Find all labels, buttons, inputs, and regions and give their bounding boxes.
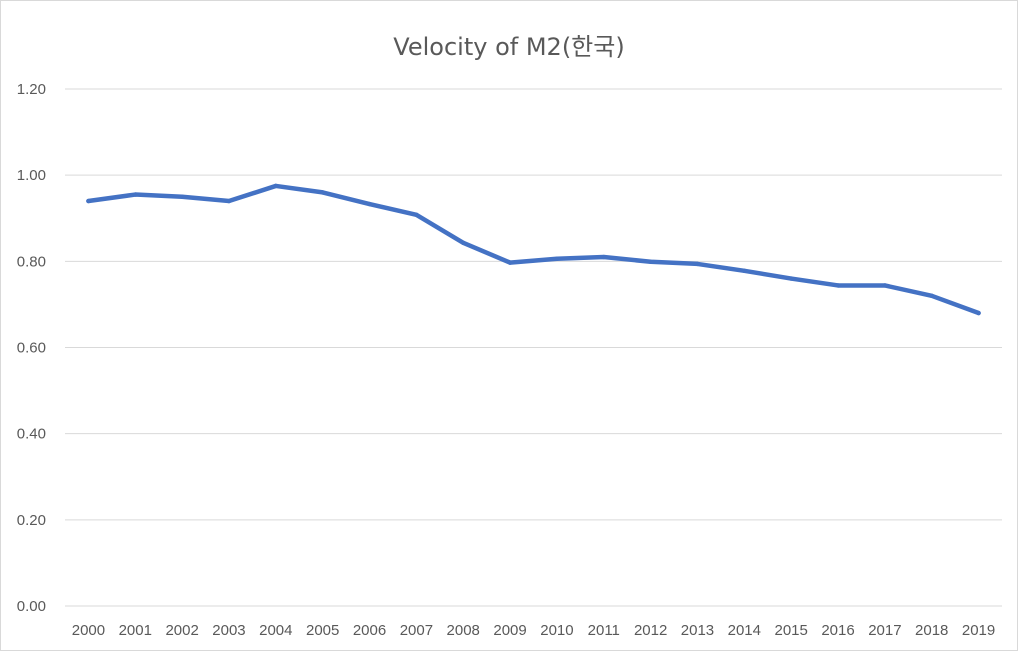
data-point <box>601 254 606 260</box>
data-point <box>976 310 981 316</box>
x-tick-label: 2013 <box>681 622 714 639</box>
y-tick-label: 0.60 <box>17 340 46 357</box>
data-point <box>86 198 91 204</box>
x-tick-label: 2014 <box>728 622 761 639</box>
x-tick-label: 2016 <box>821 622 854 639</box>
x-tick-label: 2007 <box>400 622 433 639</box>
y-tick-label: 0.20 <box>17 512 46 529</box>
data-point <box>742 268 747 274</box>
y-tick-label: 1.20 <box>17 81 46 98</box>
x-tick-label: 2015 <box>774 622 807 639</box>
y-tick-label: 1.00 <box>17 167 46 184</box>
data-point <box>461 240 466 246</box>
x-tick-label: 2019 <box>962 622 995 639</box>
x-tick-label: 2004 <box>259 622 292 639</box>
x-tick-label: 2008 <box>447 622 480 639</box>
data-point <box>695 261 700 267</box>
data-point <box>367 201 372 207</box>
data-point <box>554 256 560 261</box>
data-point <box>882 283 888 288</box>
x-tick-label: 2009 <box>493 622 526 639</box>
data-point <box>788 276 794 281</box>
data-point <box>414 212 419 218</box>
data-point <box>179 194 185 199</box>
series-line-0 <box>86 183 981 316</box>
y-tick-label: 0.00 <box>17 598 46 615</box>
x-tick-label: 2010 <box>540 622 573 639</box>
data-point <box>929 293 934 298</box>
x-tick-label: 2017 <box>868 622 901 639</box>
data-point <box>273 183 279 189</box>
data-point <box>648 259 653 264</box>
data-point <box>226 198 232 204</box>
x-tick-label: 2003 <box>212 622 245 639</box>
data-point <box>507 260 513 265</box>
x-tick-label: 2018 <box>915 622 948 639</box>
y-tick-label: 0.40 <box>17 426 46 443</box>
x-tick-label: 2005 <box>306 622 339 639</box>
data-point <box>320 190 325 195</box>
data-point <box>835 283 841 288</box>
x-tick-label: 2011 <box>588 622 620 639</box>
chart-title: Velocity of M2(한국) <box>393 33 625 61</box>
y-tick-label: 0.80 <box>17 253 46 270</box>
x-tick-label: 2012 <box>634 622 667 639</box>
x-tick-label: 2001 <box>119 622 152 639</box>
x-tick-label: 2006 <box>353 622 386 639</box>
x-tick-label: 2002 <box>165 622 198 639</box>
x-tick-label: 2000 <box>72 622 105 639</box>
data-point <box>133 192 138 197</box>
